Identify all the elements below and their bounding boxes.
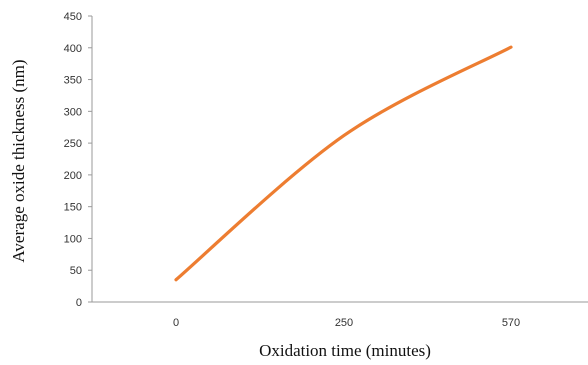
y-tick-label: 150 bbox=[64, 202, 82, 214]
y-tick-label: 300 bbox=[64, 106, 82, 118]
y-axis-title: Average oxide thickness (nm) bbox=[9, 59, 28, 262]
series-line-0 bbox=[174, 45, 513, 282]
y-tick-label: 350 bbox=[64, 75, 82, 87]
y-tick-label: 250 bbox=[64, 138, 82, 150]
y-tick-label: 200 bbox=[64, 170, 82, 182]
x-axis: 0 250 570 bbox=[92, 301, 588, 329]
y-axis: 0 50 100 150 200 250 300 350 400 450 bbox=[64, 11, 93, 309]
x-tick-label: 570 bbox=[502, 317, 520, 329]
y-tick-label: 0 bbox=[76, 297, 82, 309]
x-tick-label: 250 bbox=[335, 317, 353, 329]
x-axis-title: Oxidation time (minutes) bbox=[259, 341, 431, 360]
y-tick-label: 100 bbox=[64, 233, 82, 245]
y-tick-label: 450 bbox=[64, 11, 82, 23]
y-tick-label: 50 bbox=[70, 265, 82, 277]
y-tick-label: 400 bbox=[64, 43, 82, 55]
x-tick-label: 0 bbox=[173, 317, 179, 329]
series-layer bbox=[174, 45, 513, 282]
